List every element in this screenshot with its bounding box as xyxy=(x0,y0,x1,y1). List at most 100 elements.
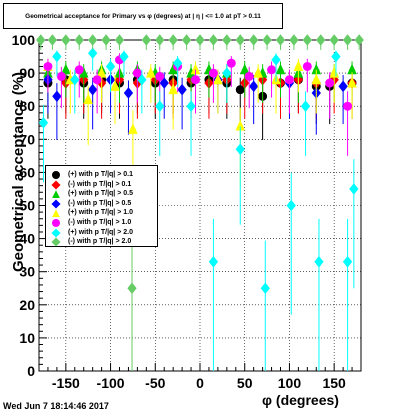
x-axis-label: φ (degrees) xyxy=(262,392,339,408)
legend-item: (+) with p T/|q| > 0.1 xyxy=(46,170,159,180)
legend-label: (+) with p T/|q| > 2.0 xyxy=(68,228,133,236)
data-point xyxy=(338,80,348,93)
data-point xyxy=(239,63,250,75)
data-point xyxy=(302,34,312,46)
data-point xyxy=(208,255,219,268)
data-point xyxy=(114,34,125,46)
data-point xyxy=(155,34,165,46)
data-point xyxy=(235,85,245,95)
chart-title: Geometrical acceptance for Primary vs φ … xyxy=(3,3,283,29)
x-tick-label: -150 xyxy=(52,375,80,391)
data-point xyxy=(329,34,339,46)
data-point xyxy=(316,34,326,46)
data-point xyxy=(92,75,102,85)
data-point xyxy=(146,66,156,78)
y-axis-label: Geometrical acceptance (%) xyxy=(10,71,27,273)
data-point xyxy=(314,255,324,268)
data-point xyxy=(191,75,201,85)
data-point xyxy=(208,68,218,78)
data-point xyxy=(127,282,137,295)
data-point xyxy=(137,73,147,86)
legend-item: (-) with p T/|q| > 0.5 xyxy=(46,199,159,209)
data-point xyxy=(47,34,58,46)
data-point xyxy=(172,57,183,69)
legend-item: (-) with p T/|q| > 1.0 xyxy=(46,218,159,228)
y-tick-label: 20 xyxy=(19,297,35,313)
data-point xyxy=(141,34,151,46)
legend-marker xyxy=(51,199,61,209)
legend: (+) with p T/|q| > 0.1 (-) with p T/|q| >… xyxy=(45,165,158,247)
x-tick-label: -100 xyxy=(97,375,125,391)
y-tick-label: 60 xyxy=(19,164,35,180)
data-point xyxy=(253,66,263,78)
y-tick-label: 50 xyxy=(19,198,35,214)
data-point xyxy=(302,61,312,71)
data-point xyxy=(186,100,196,113)
x-tick-label: -50 xyxy=(145,375,165,391)
data-point xyxy=(168,83,178,95)
data-point xyxy=(342,34,353,46)
y-tick-label: 100 xyxy=(12,32,36,48)
data-point xyxy=(222,34,232,46)
data-point xyxy=(155,100,165,113)
legend-marker xyxy=(52,190,60,199)
data-point xyxy=(331,50,341,63)
data-point xyxy=(101,34,111,46)
data-point xyxy=(88,34,98,46)
data-point xyxy=(52,50,62,63)
data-point xyxy=(271,54,281,66)
legend-item: (-) with p T/|q| > 2.0 xyxy=(46,237,159,247)
data-point xyxy=(96,66,107,78)
data-point xyxy=(123,87,134,99)
data-point xyxy=(325,78,335,88)
data-point xyxy=(300,100,311,113)
data-point xyxy=(132,68,142,78)
data-point xyxy=(128,123,138,134)
data-point xyxy=(52,90,62,103)
legend-label: (-) with p T/|q| > 0.5 xyxy=(68,199,132,207)
legend-label: (+) with p T/|q| > 0.5 xyxy=(68,190,133,198)
x-tick-label: 0 xyxy=(196,375,204,391)
data-point xyxy=(208,34,219,46)
data-point xyxy=(36,34,46,46)
data-point xyxy=(61,34,71,46)
x-tick-label: 100 xyxy=(278,375,302,391)
x-tick-label: 50 xyxy=(237,375,253,391)
data-point xyxy=(311,73,322,85)
legend-item: (+) with p T/|q| > 2.0 xyxy=(46,228,159,238)
data-point xyxy=(61,63,71,75)
data-point xyxy=(275,34,286,46)
x-tick-label: 150 xyxy=(322,375,346,391)
data-point xyxy=(342,255,353,268)
data-point xyxy=(289,34,299,46)
data-point xyxy=(244,71,254,81)
data-point xyxy=(168,34,178,46)
legend-marker xyxy=(51,180,61,190)
data-point xyxy=(195,34,205,46)
data-point xyxy=(293,60,304,71)
data-point xyxy=(260,282,270,295)
datestamp: Wed Jun 7 18:14:46 2017 xyxy=(3,401,109,411)
legend-label: (-) with p T/|q| > 1.0 xyxy=(68,219,132,226)
data-point xyxy=(343,101,353,111)
data-point xyxy=(235,34,245,46)
data-point xyxy=(213,73,223,85)
data-point xyxy=(249,34,259,46)
data-point xyxy=(119,50,129,63)
data-point xyxy=(286,199,296,212)
data-point xyxy=(226,58,236,68)
y-tick-label: 0 xyxy=(27,363,35,379)
data-point xyxy=(43,61,53,71)
data-point xyxy=(74,34,84,46)
data-point xyxy=(275,63,286,75)
legend-item: (+) with p T/|q| > 0.5 xyxy=(46,189,159,199)
data-point xyxy=(249,80,259,93)
legend-marker xyxy=(52,219,60,227)
data-point xyxy=(38,116,49,129)
legend-item: (+) with p T/|q| > 1.0 xyxy=(46,208,159,218)
data-point xyxy=(354,34,364,46)
data-point xyxy=(284,75,294,85)
legend-label: (-) with p T/|q| > 2.0 xyxy=(68,238,132,246)
